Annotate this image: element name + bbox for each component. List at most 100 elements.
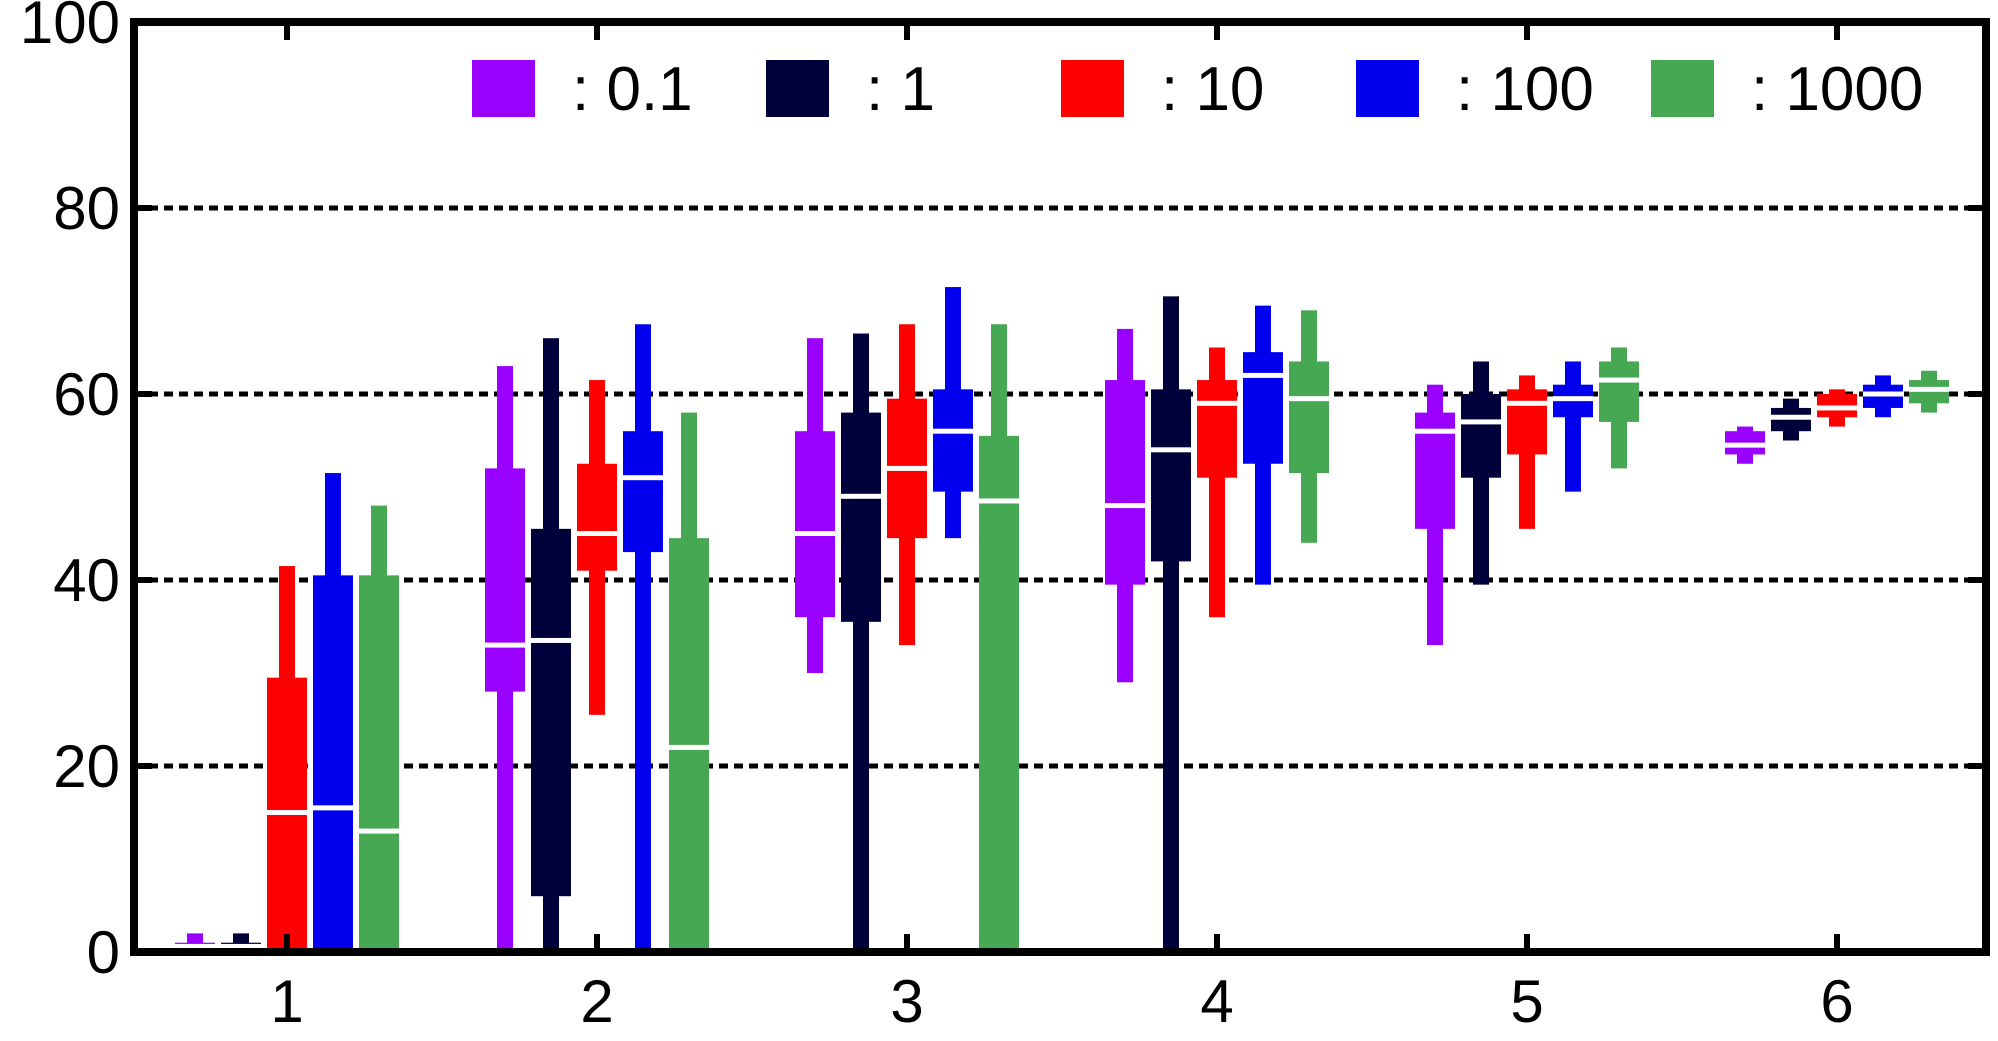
legend-swatch (1061, 60, 1124, 117)
whisker (635, 324, 651, 952)
y-tick-label: 20 (53, 733, 120, 800)
box-0-1 (485, 366, 525, 953)
y-tick-label: 40 (53, 547, 120, 614)
box-4-2 (979, 324, 1019, 953)
box-body (1151, 389, 1191, 562)
legend-item: : 100 (1356, 55, 1594, 124)
median-line (1771, 414, 1811, 420)
median-line (577, 531, 617, 536)
legend-item: : 0.1 (472, 55, 693, 124)
box-3-2 (933, 287, 973, 539)
box-body (485, 468, 525, 692)
box-body (933, 389, 973, 492)
legend-label: : 100 (1456, 55, 1594, 124)
box-2-5 (1817, 389, 1857, 427)
box-3-4 (1553, 361, 1593, 492)
box-1-4 (1461, 361, 1501, 585)
box-0-5 (1725, 426, 1765, 464)
median-line (1599, 377, 1639, 383)
box-body (1105, 380, 1145, 585)
x-tick-label: 4 (1200, 968, 1233, 1035)
median-line (1151, 447, 1191, 453)
median-line (1415, 428, 1455, 434)
box-2-4 (1507, 375, 1547, 529)
box-3-5 (1863, 375, 1903, 418)
legend-swatch (472, 60, 535, 117)
median-line (795, 531, 835, 536)
plot-frame (130, 18, 1990, 956)
median-line (1461, 419, 1501, 425)
x-tick-label: 3 (890, 968, 923, 1035)
median-line (1863, 391, 1903, 397)
box-marks (175, 287, 1949, 953)
box-2-3 (1197, 347, 1237, 618)
box-2-0 (267, 566, 307, 952)
box-body (623, 431, 663, 553)
box-body (795, 431, 835, 618)
box-1-1 (531, 338, 571, 952)
box-4-1 (669, 412, 709, 953)
median-line (267, 810, 307, 815)
legend-swatch (1356, 60, 1419, 117)
legend-swatch (766, 60, 829, 117)
median-line (1553, 396, 1593, 402)
grid-lines (134, 205, 1986, 769)
y-tick-label: 60 (53, 361, 120, 428)
x-tick-label: 5 (1510, 968, 1543, 1035)
legend: : 0.1 : 1 : 10 : 100 : 1000 (472, 55, 1923, 124)
box-body (1507, 389, 1547, 455)
box-1-0 (221, 933, 261, 952)
y-tick-label: 0 (87, 919, 120, 986)
box-body (841, 412, 881, 622)
box-4-5 (1909, 370, 1949, 413)
box-0-4 (1415, 384, 1455, 646)
box-3-0 (313, 473, 353, 952)
box-2-2 (887, 324, 927, 646)
x-tick-label: 6 (1820, 968, 1853, 1035)
y-tick-label: 80 (53, 175, 120, 242)
median-line (623, 475, 663, 481)
box-4-3 (1289, 310, 1329, 543)
box-3-3 (1243, 305, 1283, 585)
median-line (1197, 400, 1237, 406)
median-line (933, 428, 973, 434)
median-line (1817, 405, 1857, 411)
median-line (1507, 400, 1547, 406)
box-0-2 (795, 338, 835, 673)
median-line (979, 498, 1019, 504)
x-tick-label: 1 (270, 968, 303, 1035)
legend-item: : 1 (766, 55, 935, 124)
median-line (669, 744, 709, 750)
legend-item: : 1000 (1651, 55, 1923, 124)
box-body (1243, 352, 1283, 464)
median-line (531, 637, 571, 643)
box-0-3 (1105, 328, 1145, 683)
median-line (485, 642, 525, 648)
legend-item: : 10 (1061, 55, 1264, 124)
legend-swatch (1651, 60, 1714, 117)
box-body (1289, 361, 1329, 474)
median-line (1909, 386, 1949, 392)
median-line (1725, 442, 1765, 448)
box-body (1461, 394, 1501, 478)
whisker (1565, 361, 1581, 492)
box-body (531, 528, 571, 897)
box-body (1599, 361, 1639, 422)
x-tick-label: 2 (580, 968, 613, 1035)
median-line (359, 828, 399, 834)
median-line (1289, 396, 1329, 402)
median-line (1243, 372, 1283, 378)
box-body (979, 435, 1019, 953)
box-1-5 (1771, 398, 1811, 441)
box-0-0 (175, 933, 215, 952)
box-4-0 (359, 505, 399, 952)
median-line (841, 493, 881, 499)
box-1-2 (841, 333, 881, 952)
box-body (313, 575, 353, 952)
legend-label: : 1000 (1751, 55, 1923, 124)
box-3-1 (623, 324, 663, 952)
legend-label: : 0.1 (572, 55, 693, 124)
box-body (359, 575, 399, 952)
axis-ticks: 0 20 40 60 80 100 1 2 3 4 5 6 (20, 0, 1986, 1035)
